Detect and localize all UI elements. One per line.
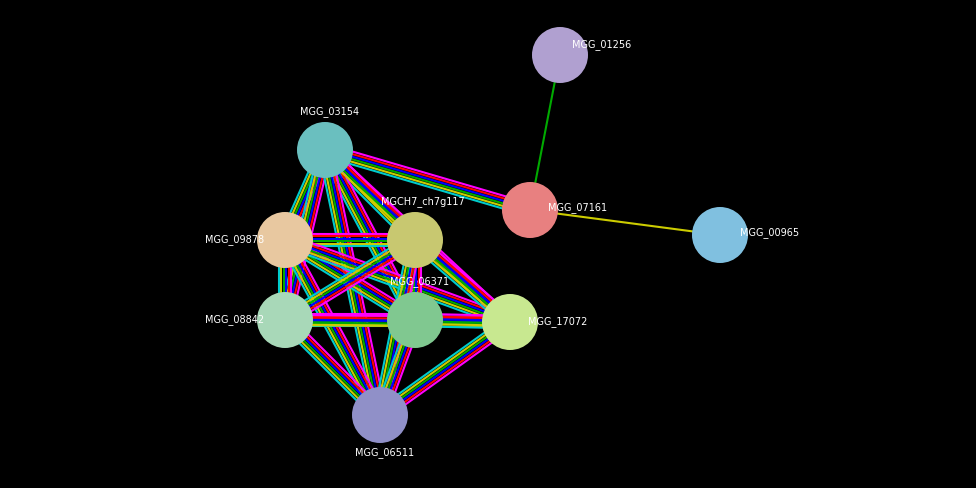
Text: MGCH7_ch7g117: MGCH7_ch7g117 [381, 197, 465, 207]
Circle shape [502, 182, 558, 238]
Text: MGG_03154: MGG_03154 [301, 106, 359, 118]
Circle shape [387, 212, 443, 268]
Text: MGG_17072: MGG_17072 [528, 317, 588, 327]
Circle shape [257, 212, 313, 268]
Text: MGG_06511: MGG_06511 [355, 447, 415, 458]
Circle shape [482, 294, 538, 350]
Circle shape [692, 207, 748, 263]
Circle shape [297, 122, 353, 178]
Text: MGG_06371: MGG_06371 [390, 277, 450, 287]
Circle shape [257, 292, 313, 348]
Text: MGG_01256: MGG_01256 [572, 40, 631, 50]
Text: MGG_07161: MGG_07161 [549, 203, 608, 213]
Circle shape [352, 387, 408, 443]
Circle shape [532, 27, 588, 83]
Circle shape [387, 292, 443, 348]
Text: MGG_08842: MGG_08842 [205, 315, 264, 325]
Text: MGG_00965: MGG_00965 [741, 227, 799, 239]
Text: MGG_09878: MGG_09878 [205, 235, 264, 245]
